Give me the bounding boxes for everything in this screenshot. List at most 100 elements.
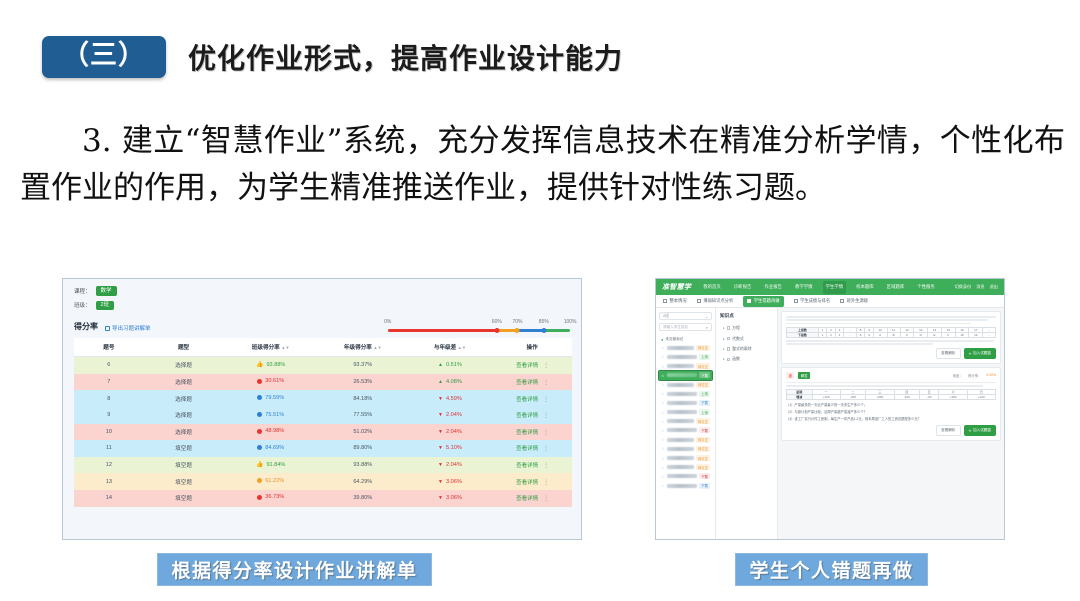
nav-right-退出[interactable]: 退出 (989, 284, 998, 289)
list-item[interactable]: ☆ 待订正 (659, 362, 712, 371)
filter-course[interactable]: 课程： 数学 (74, 286, 572, 296)
view-detail-link[interactable]: 查看详情 (516, 446, 539, 453)
star-icon[interactable]: ☆ (661, 483, 665, 489)
list-item[interactable]: ☆ 待订正 (659, 380, 712, 389)
checkbox[interactable] (726, 347, 731, 351)
nav-item-区域题库[interactable]: 区域题库 (886, 284, 905, 289)
list-item[interactable]: ☆ 待订正 (659, 463, 712, 472)
table-row[interactable]: 13 填空题 61.22% 64.29% ▼ 3.06% 查看详情 ⋮ (74, 473, 572, 490)
more-menu-icon[interactable]: ⋮ (543, 363, 549, 370)
filter-class[interactable]: 班级： 2班 (74, 300, 572, 311)
add-to-basket-button-1[interactable]: ✛ 加入试题篮 (963, 348, 996, 360)
checkbox[interactable] (726, 336, 731, 341)
chevron-right-icon[interactable]: ▸ (723, 357, 725, 362)
nav-item-我的首页[interactable]: 我的首页 (703, 284, 721, 289)
list-item[interactable]: ☆ 待订正 (659, 444, 712, 453)
star-icon[interactable]: ☆ (661, 437, 665, 443)
star-icon[interactable]: ☆ (661, 372, 665, 378)
view-detail-link[interactable]: 查看详情 (516, 380, 539, 387)
view-detail-link[interactable]: 查看详情 (516, 463, 539, 470)
nav-item-校本题库[interactable]: 校本题库 (856, 284, 874, 289)
view-analysis-button-2[interactable]: 查看解析 (936, 425, 961, 437)
nav-right-切换身份[interactable]: 切换身份 (954, 284, 972, 289)
star-icon[interactable]: ☆ (661, 409, 665, 415)
nav-item-作业报告[interactable]: 作业报告 (764, 284, 782, 289)
cell-action[interactable]: 查看详情 ⋮ (492, 440, 572, 457)
table-row[interactable]: 7 选择题 30.61% 26.53% ▲ 4.08% 查看详情 ⋮ (74, 373, 572, 391)
table-row[interactable]: 14 填空题 36.73% 39.80% ▼ 3.06% 查看详情 ⋮ (74, 489, 572, 507)
filter-class-value[interactable]: 2班 (95, 300, 115, 311)
tab-班外生源级[interactable]: 班外生源级 (840, 298, 868, 304)
view-detail-link[interactable]: 查看详情 (516, 479, 539, 486)
checkbox[interactable] (726, 326, 731, 330)
list-item[interactable]: ☆ 下载 (658, 369, 713, 381)
sidebar-item-unsubmitted[interactable]: ● 未交卷标记 (659, 335, 712, 343)
col-header-delta[interactable]: 与年级差 ▲▼ (407, 338, 493, 358)
list-item[interactable]: ☆ 上传 (659, 389, 712, 398)
tab-学生成绩与排名[interactable]: 学生成绩与排名 (793, 298, 830, 304)
more-menu-icon[interactable]: ⋮ (543, 496, 549, 503)
table-row[interactable]: 6 选择题 👍 93.88% 93.37% ▲ 0.51% 查看详情 ⋮ (74, 356, 572, 374)
table-row[interactable]: 12 填空题 👍 91.84% 93.88% ▼ 2.04% 查看详情 ⋮ (74, 456, 572, 474)
star-icon[interactable]: ☆ (661, 391, 665, 397)
star-icon[interactable]: ☆ (661, 354, 665, 360)
nav-item-教学学情[interactable]: 教学学情 (794, 284, 813, 289)
add-to-basket-button-2[interactable]: ✛ 加入试题篮 (963, 425, 996, 437)
knowledge-item[interactable]: ▸ 代数式 (723, 335, 744, 341)
more-menu-icon[interactable]: ⋮ (543, 380, 549, 387)
star-icon[interactable]: ☆ (661, 345, 665, 351)
tab-学生错题再做[interactable]: 学生错题再做 (743, 295, 784, 307)
col-header-class-rate[interactable]: 班级得分率 ▲▼ (223, 338, 318, 358)
cell-action[interactable]: 查看详情 ⋮ (492, 457, 572, 474)
list-item[interactable]: ☆ 上传 (659, 408, 712, 417)
nav-item-诊断报告[interactable]: 诊断报告 (733, 284, 752, 289)
class-select[interactable]: 2班 ⌄ (659, 312, 712, 320)
knowledge-item[interactable]: ▸ 方程 (723, 325, 740, 331)
list-item[interactable]: ☆ 上传 (659, 352, 712, 361)
more-menu-icon[interactable]: ⋮ (543, 413, 549, 420)
star-icon[interactable]: ☆ (661, 418, 665, 424)
cell-action[interactable]: 查看详情 ⋮ (492, 374, 572, 391)
table-row[interactable]: 8 选择题 79.59% 84.18% ▼ 4.59% 查看详情 ⋮ (74, 390, 572, 407)
nav-item-学生学情[interactable]: 学生学情 (822, 280, 847, 294)
cell-action[interactable]: 查看详情 ⋮ (492, 357, 572, 374)
filter-course-value[interactable]: 数学 (95, 286, 117, 296)
list-item[interactable]: ☆ 下载 (659, 426, 712, 435)
knowledge-item[interactable]: ▸ 函数 (723, 356, 740, 362)
view-detail-link[interactable]: 查看详情 (516, 496, 539, 503)
table-row[interactable]: 10 选择题 48.98% 51.02% ▼ 2.04% 查看详情 ⋮ (74, 423, 572, 441)
more-menu-icon[interactable]: ⋮ (543, 396, 549, 403)
list-item[interactable]: ☆ 下载 (659, 398, 712, 407)
tab-整本情况[interactable]: 整本情况 (663, 298, 687, 304)
cell-action[interactable]: 查看详情 ⋮ (492, 473, 572, 490)
list-item[interactable]: ☆ 待订正 (659, 453, 712, 462)
star-icon[interactable]: ☆ (661, 382, 665, 388)
table-row[interactable]: 9 选择题 75.51% 77.55% ▼ 2.04% 查看详情 ⋮ (74, 406, 572, 424)
student-search-input[interactable]: 请输入学生姓名 ⌕ (659, 323, 712, 331)
star-icon[interactable]: ☆ (661, 473, 665, 479)
list-item[interactable]: ☆ 下载 (659, 472, 712, 481)
chevron-right-icon[interactable]: ▸ (723, 326, 725, 331)
chevron-right-icon[interactable]: ▸ (723, 336, 725, 341)
search-icon[interactable]: ⌕ (705, 324, 708, 330)
view-analysis-button-1[interactable]: 查看解析 (936, 348, 961, 360)
nav-item-个性服务[interactable]: 个性服务 (917, 284, 935, 289)
view-detail-link[interactable]: 查看详情 (516, 363, 539, 370)
cell-action[interactable]: 查看详情 ⋮ (492, 390, 572, 407)
col-header-grade-rate[interactable]: 年级得分率 ▲▼ (318, 338, 408, 358)
cell-action[interactable]: 查看详情 ⋮ (492, 424, 572, 441)
more-menu-icon[interactable]: ⋮ (543, 446, 549, 453)
nav-right-消息[interactable]: 消息 (976, 284, 985, 289)
cell-action[interactable]: 查看详情 ⋮ (492, 490, 572, 507)
view-detail-link[interactable]: 查看详情 (516, 413, 539, 420)
more-menu-icon[interactable]: ⋮ (543, 463, 549, 470)
knowledge-item[interactable]: ▸ 整式的乘除 (723, 345, 752, 351)
star-icon[interactable]: ☆ (661, 464, 665, 470)
tab-薄弱知识点分析[interactable]: 薄弱知识点分析 (696, 298, 733, 304)
cell-action[interactable]: 查看详情 ⋮ (492, 407, 572, 424)
star-icon[interactable]: ☆ (661, 363, 665, 369)
star-icon[interactable]: ☆ (661, 455, 665, 461)
star-icon[interactable]: ☆ (661, 400, 665, 406)
view-detail-link[interactable]: 查看详情 (516, 396, 539, 403)
table-row[interactable]: 11 填空题 84.69% 89.80% ▼ 5.10% 查看详情 ⋮ (74, 440, 572, 457)
